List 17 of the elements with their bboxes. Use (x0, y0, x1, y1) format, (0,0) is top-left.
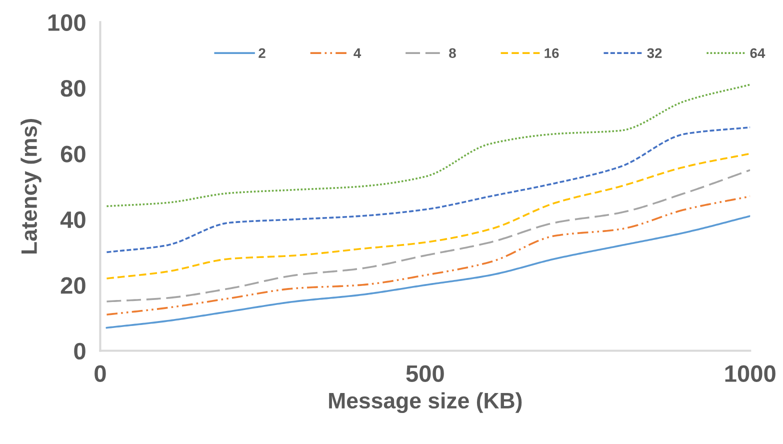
legend-label: 2 (258, 48, 266, 58)
legend-label: 4 (354, 48, 362, 58)
x-tick-label: 1000 (725, 365, 776, 382)
y-axis-title: Latency (ms) (20, 119, 42, 254)
x-axis-title: Message size (KB) (329, 392, 522, 414)
legend-label: 64 (750, 48, 766, 58)
y-tick-label: 100 (48, 14, 86, 31)
legend-label: 16 (544, 48, 559, 58)
x-tick-label: 0 (94, 365, 106, 382)
y-tick-label: 40 (60, 211, 86, 228)
legend-label: 8 (449, 48, 456, 58)
y-tick-label: 60 (60, 146, 86, 162)
y-tick-label: 80 (60, 80, 86, 97)
legend-label: 32 (647, 48, 662, 58)
y-tick-label: 0 (74, 342, 86, 360)
x-tick-label: 500 (406, 365, 444, 382)
y-tick-label: 20 (60, 277, 86, 294)
